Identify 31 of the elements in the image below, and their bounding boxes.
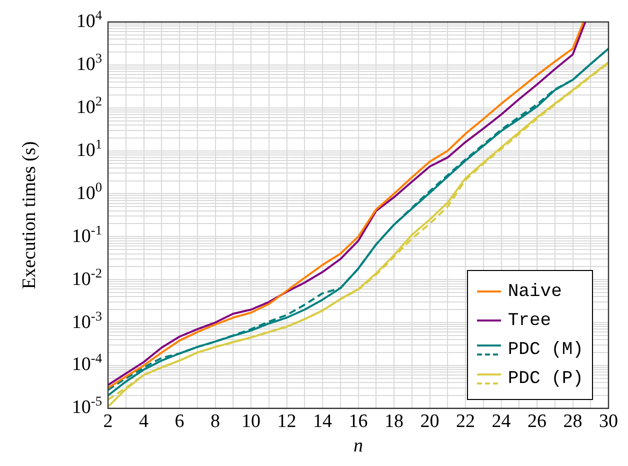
x-tick-label: 8 (210, 410, 220, 432)
x-tick-label: 18 (384, 410, 404, 432)
legend-label: PDC (P) (508, 368, 584, 389)
x-tick-label: 12 (277, 410, 296, 432)
y-tick-label: 10$^{-3}$ (72, 308, 102, 334)
x-axis-title: n (354, 436, 363, 457)
y-tick-label: 10$^{4}$ (76, 8, 102, 33)
x-tick-label: 6 (174, 410, 184, 432)
y-tick-label: 10$^{-2}$ (72, 265, 102, 291)
legend-label: Naive (508, 282, 562, 302)
x-tick-label: 2 (103, 410, 113, 432)
y-tick-label: 10$^{-4}$ (72, 351, 102, 376)
x-tick-label: 10 (242, 410, 260, 432)
x-tick-label: 4 (139, 410, 149, 432)
y-tick-label: 10$^{-1}$ (72, 222, 102, 248)
legend-label: PDC (M) (508, 340, 584, 360)
y-tick-label: 10$^{1}$ (76, 136, 102, 162)
x-tick-label: 24 (492, 410, 512, 432)
x-tick-label: 16 (348, 410, 368, 432)
y-tick-label: 10$^{2}$ (76, 94, 102, 119)
x-tick-label: 30 (599, 410, 618, 432)
x-tick-label: 28 (563, 410, 582, 432)
y-tick-label: 10$^{3}$ (76, 50, 102, 76)
y-tick-label: 10$^{0}$ (76, 179, 102, 205)
legend-label: Tree (508, 310, 552, 331)
x-tick-label: 20 (420, 410, 440, 432)
y-axis-title: Execution times (s) (18, 141, 40, 290)
y-tick-label: 10$^{-5}$ (72, 394, 102, 420)
x-tick-label: 14 (313, 410, 332, 432)
x-tick-label: 26 (528, 410, 546, 432)
x-tick-label: 22 (456, 410, 475, 432)
